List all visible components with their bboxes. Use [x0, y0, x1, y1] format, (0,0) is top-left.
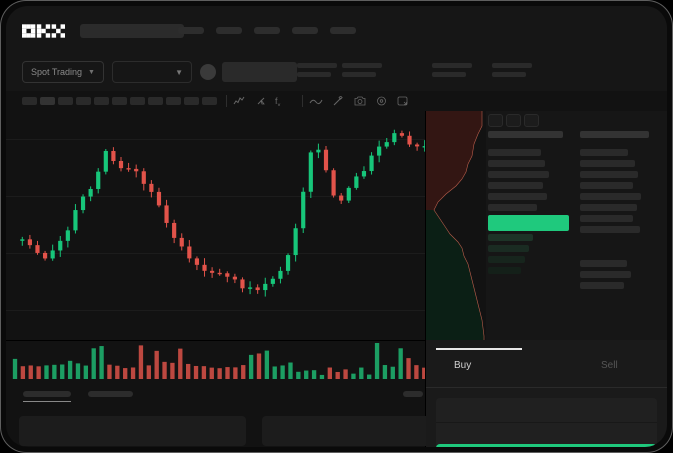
- svg-text:fx: fx: [275, 96, 281, 106]
